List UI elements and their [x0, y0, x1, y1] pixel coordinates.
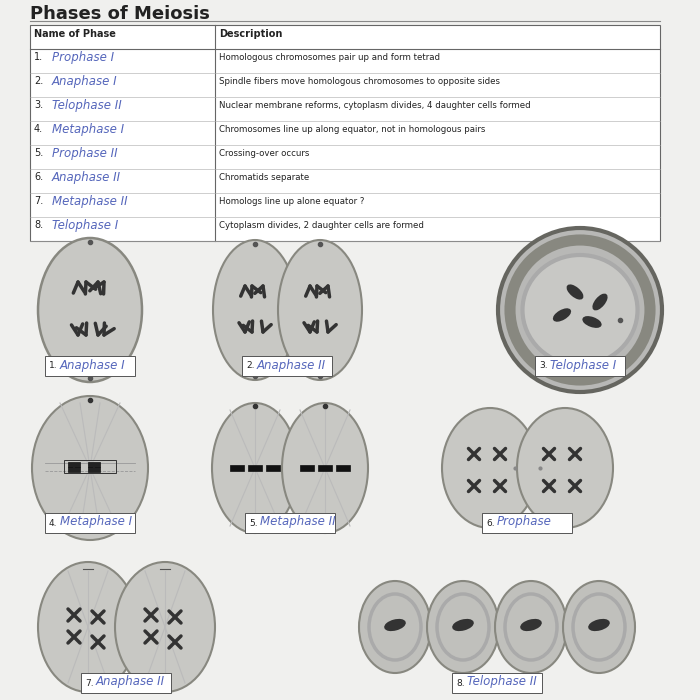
- Ellipse shape: [115, 562, 215, 692]
- Text: 7.: 7.: [34, 196, 43, 206]
- Text: Metaphase I: Metaphase I: [60, 515, 132, 528]
- Ellipse shape: [38, 562, 138, 692]
- Ellipse shape: [498, 228, 662, 392]
- Text: Homologous chromosomes pair up and form tetrad: Homologous chromosomes pair up and form …: [219, 53, 440, 62]
- Text: 5.: 5.: [249, 519, 258, 528]
- Ellipse shape: [38, 238, 142, 382]
- Text: Crossing-over occurs: Crossing-over occurs: [219, 149, 309, 158]
- Text: Phases of Meiosis: Phases of Meiosis: [30, 5, 210, 23]
- Ellipse shape: [589, 620, 609, 630]
- Text: Prophase I: Prophase I: [52, 51, 114, 64]
- Text: Description: Description: [219, 29, 282, 39]
- Text: Anaphase I: Anaphase I: [52, 75, 118, 88]
- FancyBboxPatch shape: [245, 513, 335, 533]
- Ellipse shape: [594, 295, 606, 309]
- Ellipse shape: [442, 408, 538, 528]
- Text: 2.: 2.: [246, 361, 255, 370]
- Ellipse shape: [32, 396, 148, 540]
- Bar: [300, 465, 314, 471]
- Text: 5.: 5.: [34, 148, 43, 158]
- Ellipse shape: [495, 581, 567, 673]
- Bar: [64, 460, 116, 473]
- Bar: [68, 462, 80, 467]
- Ellipse shape: [522, 620, 540, 630]
- Text: Prophase II: Prophase II: [52, 147, 118, 160]
- Text: Metaphase I: Metaphase I: [52, 123, 124, 136]
- Text: Homologs line up alone equator ?: Homologs line up alone equator ?: [219, 197, 365, 206]
- Text: Telophase I: Telophase I: [52, 219, 118, 232]
- Text: Anaphase II: Anaphase II: [52, 171, 121, 184]
- Bar: [248, 465, 262, 471]
- Bar: [266, 465, 280, 471]
- Ellipse shape: [583, 317, 601, 327]
- Text: Anaphase II: Anaphase II: [257, 358, 326, 372]
- Text: 3.: 3.: [539, 361, 547, 370]
- Ellipse shape: [563, 581, 635, 673]
- Text: 7.: 7.: [85, 678, 94, 687]
- Ellipse shape: [212, 403, 298, 533]
- FancyBboxPatch shape: [535, 356, 625, 376]
- Text: 8.: 8.: [456, 678, 465, 687]
- Text: Anaphase I: Anaphase I: [60, 358, 125, 372]
- Text: Name of Phase: Name of Phase: [34, 29, 116, 39]
- Text: 4.: 4.: [49, 519, 57, 528]
- Ellipse shape: [385, 620, 405, 630]
- Bar: [336, 465, 350, 471]
- Text: 3.: 3.: [34, 100, 43, 110]
- Bar: [318, 465, 332, 471]
- Text: Metaphase II: Metaphase II: [260, 515, 335, 528]
- Ellipse shape: [213, 240, 297, 380]
- Ellipse shape: [554, 309, 570, 321]
- Ellipse shape: [568, 286, 582, 298]
- FancyBboxPatch shape: [45, 356, 135, 376]
- Text: Telophase II: Telophase II: [467, 676, 537, 689]
- Bar: [230, 465, 244, 471]
- FancyBboxPatch shape: [45, 513, 135, 533]
- Text: Prophase: Prophase: [497, 515, 552, 528]
- Text: Cytoplasm divides, 2 daughter cells are formed: Cytoplasm divides, 2 daughter cells are …: [219, 221, 424, 230]
- Text: Anaphase II: Anaphase II: [96, 676, 165, 689]
- Text: Chromosomes line up along equator, not in homologous pairs: Chromosomes line up along equator, not i…: [219, 125, 485, 134]
- Text: 8.: 8.: [34, 220, 43, 230]
- Text: 4.: 4.: [34, 124, 43, 134]
- Bar: [68, 467, 80, 472]
- Ellipse shape: [517, 408, 613, 528]
- Ellipse shape: [278, 240, 362, 380]
- Ellipse shape: [282, 403, 368, 533]
- Text: Spindle fibers move homologous chromosomes to opposite sides: Spindle fibers move homologous chromosom…: [219, 77, 500, 86]
- Text: Metaphase II: Metaphase II: [52, 195, 127, 208]
- Ellipse shape: [359, 581, 431, 673]
- Text: 2.: 2.: [34, 76, 43, 86]
- Bar: [88, 467, 100, 472]
- Text: Nuclear membrane reforms, cytoplasm divides, 4 daughter cells formed: Nuclear membrane reforms, cytoplasm divi…: [219, 101, 531, 110]
- Text: 6.: 6.: [34, 172, 43, 182]
- FancyBboxPatch shape: [81, 673, 171, 693]
- FancyBboxPatch shape: [452, 673, 542, 693]
- Text: 1.: 1.: [49, 361, 57, 370]
- Bar: [88, 462, 100, 467]
- Ellipse shape: [454, 620, 473, 630]
- Ellipse shape: [427, 581, 499, 673]
- Text: 6.: 6.: [486, 519, 495, 528]
- Ellipse shape: [522, 255, 638, 365]
- Bar: [30, 25, 660, 241]
- Text: 1.: 1.: [34, 52, 43, 62]
- Text: Chromatids separate: Chromatids separate: [219, 173, 309, 182]
- Text: Telophase I: Telophase I: [550, 358, 616, 372]
- Text: Telophase II: Telophase II: [52, 99, 122, 112]
- FancyBboxPatch shape: [482, 513, 572, 533]
- FancyBboxPatch shape: [242, 356, 332, 376]
